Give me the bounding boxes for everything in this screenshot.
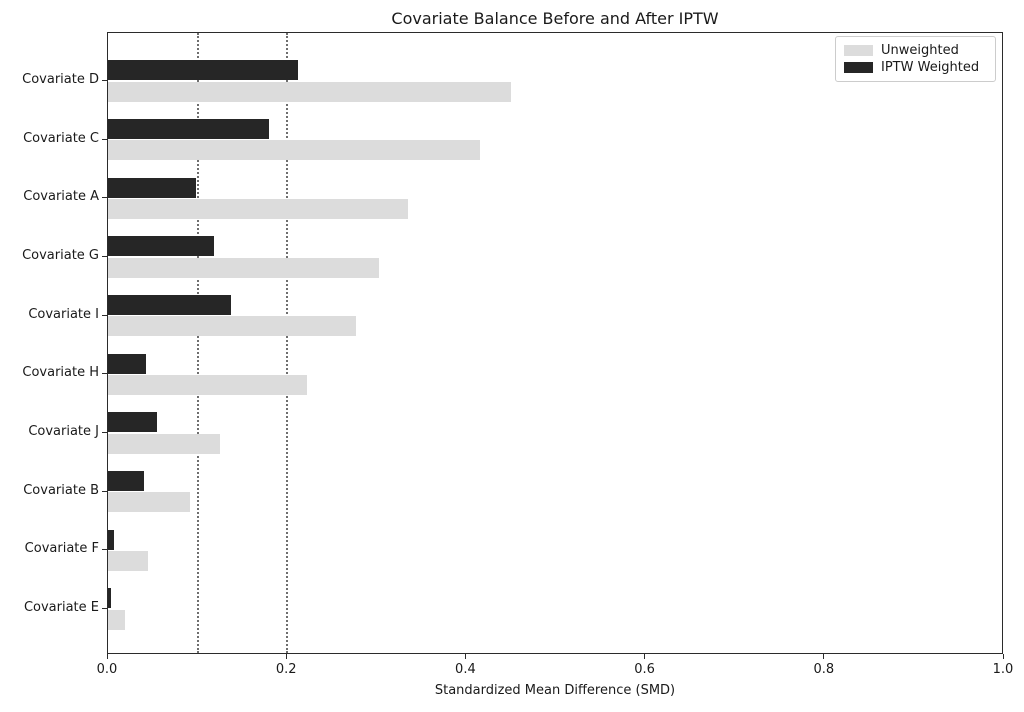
bar-weighted-covariate-e — [108, 588, 111, 609]
legend-swatch-icon — [844, 45, 873, 56]
y-tick-label: Covariate F — [24, 541, 99, 557]
bar-weighted-covariate-g — [108, 236, 214, 257]
x-tick-label: 1.0 — [992, 662, 1014, 677]
bar-weighted-covariate-f — [108, 529, 115, 550]
reference-line-0.1 — [196, 33, 199, 653]
x-axis-label: Standardized Mean Difference (SMD) — [434, 683, 676, 698]
x-tick-label: 0.0 — [96, 662, 118, 677]
y-tick-label: Covariate H — [22, 365, 99, 381]
y-tick-mark — [102, 432, 107, 434]
bar-weighted-covariate-a — [108, 177, 196, 198]
bar-unweighted-covariate-h — [108, 375, 307, 396]
bar-unweighted-covariate-c — [108, 140, 480, 161]
bar-unweighted-covariate-e — [108, 609, 126, 630]
x-tick-label: 0.2 — [275, 662, 297, 677]
x-tick-mark — [285, 654, 287, 659]
bar-weighted-covariate-b — [108, 470, 144, 491]
reference-line-0.2 — [286, 33, 289, 653]
y-tick-label: Covariate A — [23, 189, 99, 205]
x-tick-label: 0.6 — [634, 662, 655, 677]
bar-weighted-covariate-c — [108, 118, 270, 139]
bar-unweighted-covariate-i — [108, 316, 357, 337]
legend-item-iptw-weighted: IPTW Weighted — [844, 59, 987, 76]
y-tick-mark — [102, 549, 107, 551]
x-tick-mark — [644, 654, 646, 659]
legend: Unweighted IPTW Weighted — [835, 36, 996, 82]
y-tick-mark — [102, 373, 107, 375]
bar-unweighted-covariate-g — [108, 257, 380, 278]
y-tick-mark — [102, 608, 107, 610]
x-tick-mark — [1002, 654, 1004, 659]
y-tick-label: Covariate I — [28, 306, 99, 322]
y-tick-label: Covariate E — [23, 600, 99, 616]
plot-area — [107, 32, 1003, 654]
y-tick-label: Covariate B — [23, 482, 99, 498]
y-tick-label: Covariate C — [23, 130, 99, 146]
x-tick-mark — [464, 654, 466, 659]
bar-unweighted-covariate-d — [108, 81, 512, 102]
legend-item-unweighted: Unweighted — [844, 42, 987, 59]
legend-label: IPTW Weighted — [881, 60, 980, 75]
x-tick-mark — [823, 654, 825, 659]
bar-weighted-covariate-i — [108, 294, 231, 315]
y-tick-label: Covariate G — [22, 248, 99, 263]
x-tick-label: 0.4 — [455, 662, 476, 677]
y-tick-label: Covariate D — [22, 72, 99, 87]
bar-unweighted-covariate-a — [108, 199, 409, 220]
x-tick-mark — [106, 654, 108, 659]
bar-unweighted-covariate-f — [108, 551, 149, 572]
y-tick-mark — [102, 80, 107, 81]
y-tick-label: Covariate J — [28, 424, 99, 440]
y-tick-mark — [102, 138, 107, 140]
bar-unweighted-covariate-j — [108, 433, 220, 454]
legend-swatch-icon — [844, 62, 873, 73]
y-tick-mark — [102, 490, 107, 492]
bar-weighted-covariate-j — [108, 412, 158, 433]
bar-weighted-covariate-h — [108, 353, 146, 374]
y-tick-mark — [102, 314, 107, 316]
legend-label: Unweighted — [881, 43, 959, 58]
bar-unweighted-covariate-b — [108, 492, 191, 513]
bar-weighted-covariate-d — [108, 60, 298, 81]
y-tick-mark — [102, 197, 107, 199]
x-tick-label: 0.8 — [813, 662, 835, 677]
y-tick-mark — [102, 256, 107, 257]
chart-title: Covariate Balance Before and After IPTW — [391, 9, 719, 28]
